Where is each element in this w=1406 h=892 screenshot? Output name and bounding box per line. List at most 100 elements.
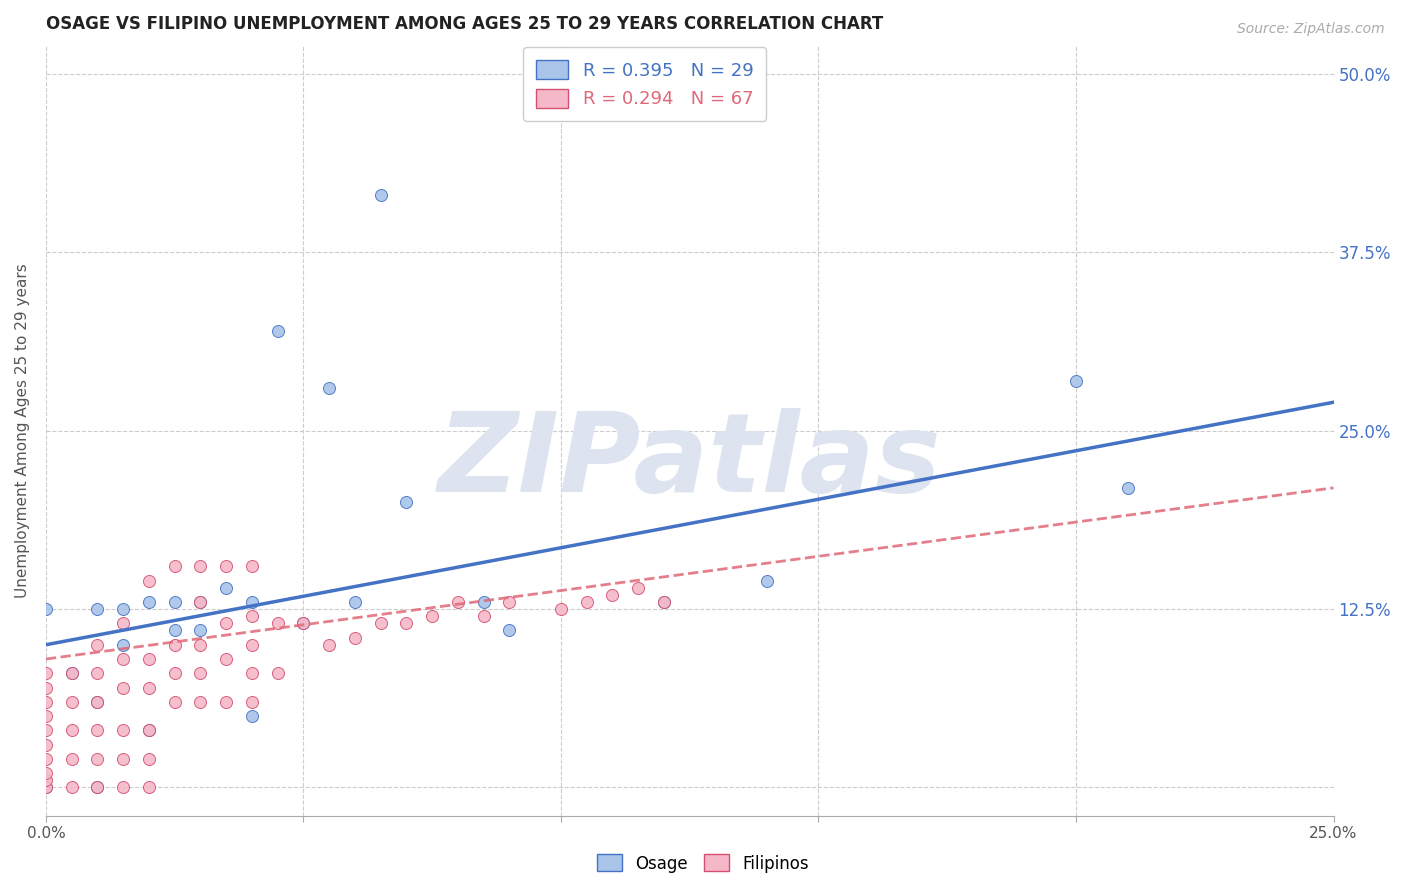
Point <box>35 773 58 788</box>
Point <box>112 752 135 766</box>
Point <box>240 638 263 652</box>
Point <box>240 695 263 709</box>
Point <box>112 681 135 695</box>
Point <box>575 595 598 609</box>
Point <box>163 695 186 709</box>
Point <box>292 616 315 631</box>
Point <box>163 666 186 681</box>
Point <box>138 681 160 695</box>
Point <box>447 595 470 609</box>
Point <box>756 574 779 588</box>
Point <box>627 581 650 595</box>
Point <box>112 723 135 738</box>
Point <box>215 559 238 574</box>
Point <box>35 723 58 738</box>
Point <box>86 695 108 709</box>
Point <box>60 752 83 766</box>
Point <box>190 624 212 638</box>
Point <box>395 616 418 631</box>
Point <box>318 381 340 395</box>
Point <box>240 559 263 574</box>
Point <box>138 723 160 738</box>
Point <box>86 780 108 795</box>
Point <box>240 666 263 681</box>
Point <box>240 709 263 723</box>
Point <box>86 723 108 738</box>
Point <box>86 695 108 709</box>
Point <box>60 723 83 738</box>
Point <box>602 588 624 602</box>
Point <box>35 752 58 766</box>
Point <box>86 752 108 766</box>
Point <box>498 624 520 638</box>
Point <box>190 595 212 609</box>
Point <box>550 602 572 616</box>
Point <box>35 666 58 681</box>
Point <box>35 780 58 795</box>
Point <box>215 581 238 595</box>
Point <box>86 666 108 681</box>
Point <box>60 666 83 681</box>
Point <box>370 616 392 631</box>
Point <box>35 709 58 723</box>
Point <box>292 616 315 631</box>
Point <box>240 595 263 609</box>
Point <box>138 780 160 795</box>
Point <box>35 695 58 709</box>
Point <box>35 766 58 780</box>
Point <box>163 559 186 574</box>
Legend: R = 0.395   N = 29, R = 0.294   N = 67: R = 0.395 N = 29, R = 0.294 N = 67 <box>523 47 766 121</box>
Point <box>163 595 186 609</box>
Legend: Osage, Filipinos: Osage, Filipinos <box>591 847 815 880</box>
Point <box>112 638 135 652</box>
Point <box>472 609 495 624</box>
Point <box>35 681 58 695</box>
Point <box>190 595 212 609</box>
Point <box>1116 481 1139 495</box>
Point <box>267 616 290 631</box>
Point <box>215 616 238 631</box>
Point <box>652 595 675 609</box>
Point <box>138 723 160 738</box>
Point <box>343 631 366 645</box>
Point <box>112 780 135 795</box>
Point <box>35 780 58 795</box>
Point <box>138 752 160 766</box>
Point <box>60 780 83 795</box>
Point <box>190 559 212 574</box>
Point <box>498 595 520 609</box>
Point <box>240 609 263 624</box>
Point <box>86 780 108 795</box>
Point <box>318 638 340 652</box>
Y-axis label: Unemployment Among Ages 25 to 29 years: Unemployment Among Ages 25 to 29 years <box>15 263 30 599</box>
Point <box>138 652 160 666</box>
Point <box>60 666 83 681</box>
Point <box>86 602 108 616</box>
Point <box>138 595 160 609</box>
Point <box>420 609 443 624</box>
Point <box>472 595 495 609</box>
Point <box>190 666 212 681</box>
Point <box>112 616 135 631</box>
Point <box>267 324 290 338</box>
Text: OSAGE VS FILIPINO UNEMPLOYMENT AMONG AGES 25 TO 29 YEARS CORRELATION CHART: OSAGE VS FILIPINO UNEMPLOYMENT AMONG AGE… <box>46 15 883 33</box>
Point <box>86 638 108 652</box>
Point <box>163 638 186 652</box>
Point <box>138 574 160 588</box>
Point <box>395 495 418 509</box>
Point <box>215 652 238 666</box>
Text: ZIPatlas: ZIPatlas <box>437 409 942 515</box>
Point <box>112 652 135 666</box>
Point <box>1064 374 1087 388</box>
Point <box>652 595 675 609</box>
Point <box>267 666 290 681</box>
Point <box>112 602 135 616</box>
Point <box>35 602 58 616</box>
Point <box>163 624 186 638</box>
Point <box>60 695 83 709</box>
Point <box>343 595 366 609</box>
Point <box>35 738 58 752</box>
Point <box>190 695 212 709</box>
Text: Source: ZipAtlas.com: Source: ZipAtlas.com <box>1237 22 1385 37</box>
Point <box>215 695 238 709</box>
